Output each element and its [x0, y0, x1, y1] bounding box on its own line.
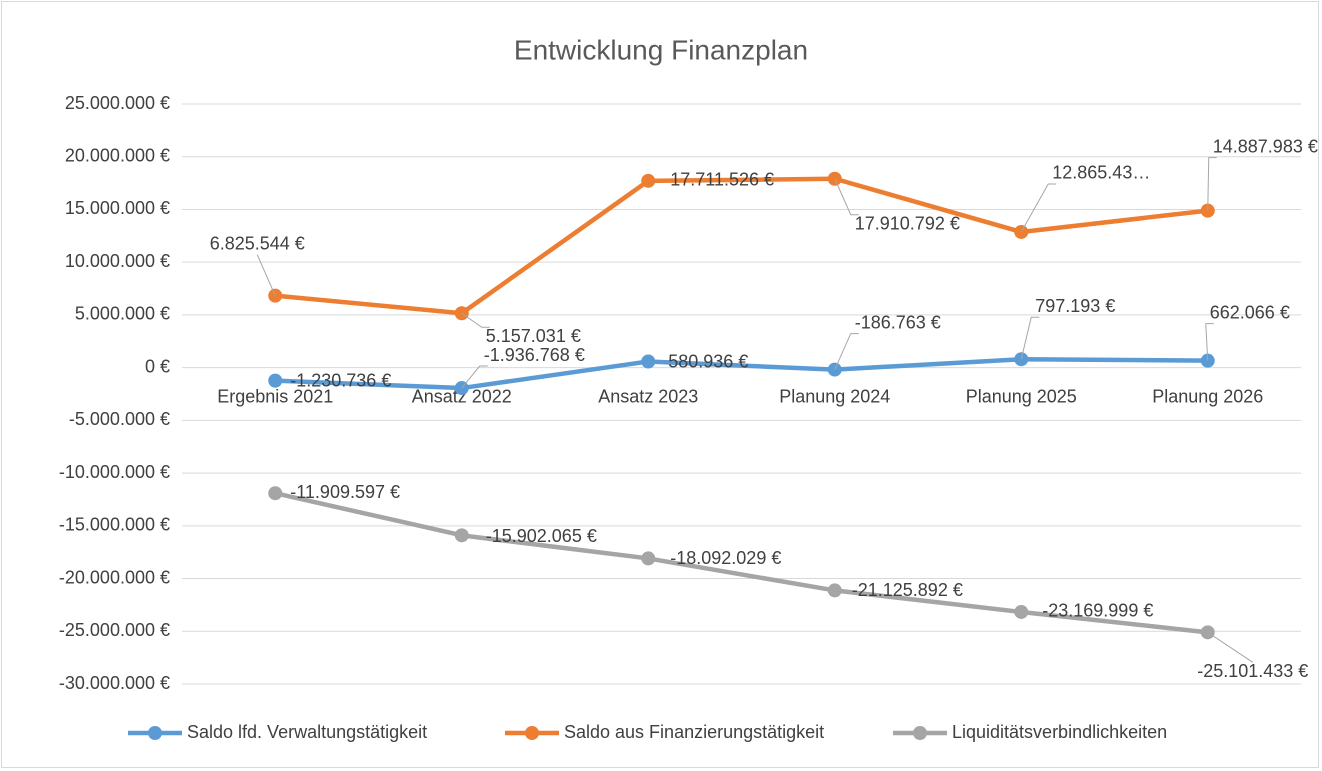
- legend-marker: [148, 726, 162, 740]
- y-tick-label: 15.000.000 €: [65, 198, 170, 218]
- y-tick-label: -10.000.000 €: [59, 462, 170, 482]
- y-tick-label: 10.000.000 €: [65, 251, 170, 271]
- y-tick-label: 25.000.000 €: [65, 93, 170, 113]
- x-tick-label: Ansatz 2022: [412, 386, 512, 406]
- data-point: [454, 528, 469, 543]
- legend-label: Saldo aus Finanzierungstätigkeit: [564, 722, 824, 742]
- series-line: [274, 491, 1208, 635]
- leader-line: [461, 312, 490, 328]
- data-label: 17.910.792 €: [855, 214, 960, 234]
- series-line: [275, 356, 1208, 391]
- data-label: -1.936.768 €: [484, 345, 585, 365]
- data-label: -11.909.597 €: [290, 482, 400, 502]
- x-tick-label: Ansatz 2023: [598, 386, 698, 406]
- legend-label: Liquiditätsverbindlichkeiten: [952, 722, 1167, 742]
- data-point: [641, 173, 656, 188]
- data-label: -1.230.736 €: [290, 370, 391, 390]
- data-label: 662.066 €: [1210, 302, 1290, 322]
- data-point: [641, 551, 656, 566]
- legend-marker: [913, 726, 927, 740]
- data-label: -23.169.999 €: [1042, 601, 1153, 621]
- data-label: -186.763 €: [855, 312, 941, 332]
- data-point: [268, 486, 283, 501]
- x-tick-label: Planung 2025: [966, 386, 1077, 406]
- y-tick-label: -15.000.000 €: [59, 515, 170, 535]
- data-label: -21.125.892 €: [852, 580, 963, 600]
- data-label: 17.711.526 €: [670, 170, 774, 190]
- data-label: 797.193 €: [1035, 296, 1115, 316]
- leader-line: [461, 365, 488, 389]
- y-tick-label: 5.000.000 €: [75, 304, 170, 324]
- x-tick-label: Planung 2024: [779, 386, 890, 406]
- leader-line: [256, 254, 276, 296]
- data-point: [641, 354, 656, 369]
- leader-line: [1020, 316, 1040, 360]
- leader-line: [1207, 631, 1254, 663]
- data-label: -25.101.433 €: [1197, 661, 1308, 681]
- leader-line: [1207, 157, 1217, 211]
- data-point: [827, 583, 842, 598]
- leader-line: [834, 333, 859, 370]
- y-tick-label: -30.000.000 €: [59, 673, 170, 693]
- leader-line: [1020, 183, 1057, 233]
- chart-title: Entwicklung Finanzplan: [514, 34, 808, 65]
- leader-line: [1205, 323, 1214, 361]
- leader-line: [834, 178, 859, 216]
- data-point: [268, 373, 283, 388]
- x-tick-label: Ergebnis 2021: [217, 386, 333, 406]
- y-tick-label: 0 €: [145, 356, 170, 376]
- data-label: 5.157.031 €: [486, 326, 581, 346]
- y-tick-label: -25.000.000 €: [59, 620, 170, 640]
- data-label: 6.825.544 €: [210, 233, 305, 253]
- data-label: 12.865.43…: [1052, 163, 1150, 183]
- data-label: 14.887.983 €: [1213, 136, 1318, 156]
- legend-label: Saldo lfd. Verwaltungstätigkeit: [187, 722, 427, 742]
- y-tick-label: -20.000.000 €: [59, 567, 170, 587]
- data-label: -18.092.029 €: [670, 548, 781, 568]
- data-label: 580.936 €: [668, 351, 748, 371]
- legend-marker: [525, 726, 539, 740]
- data-point: [1014, 604, 1029, 619]
- series-line: [275, 176, 1209, 316]
- y-tick-label: -5.000.000 €: [69, 409, 170, 429]
- data-label: -15.902.065 €: [486, 526, 597, 546]
- y-tick-label: 20.000.000 €: [65, 145, 170, 165]
- x-tick-label: Planung 2026: [1152, 386, 1263, 406]
